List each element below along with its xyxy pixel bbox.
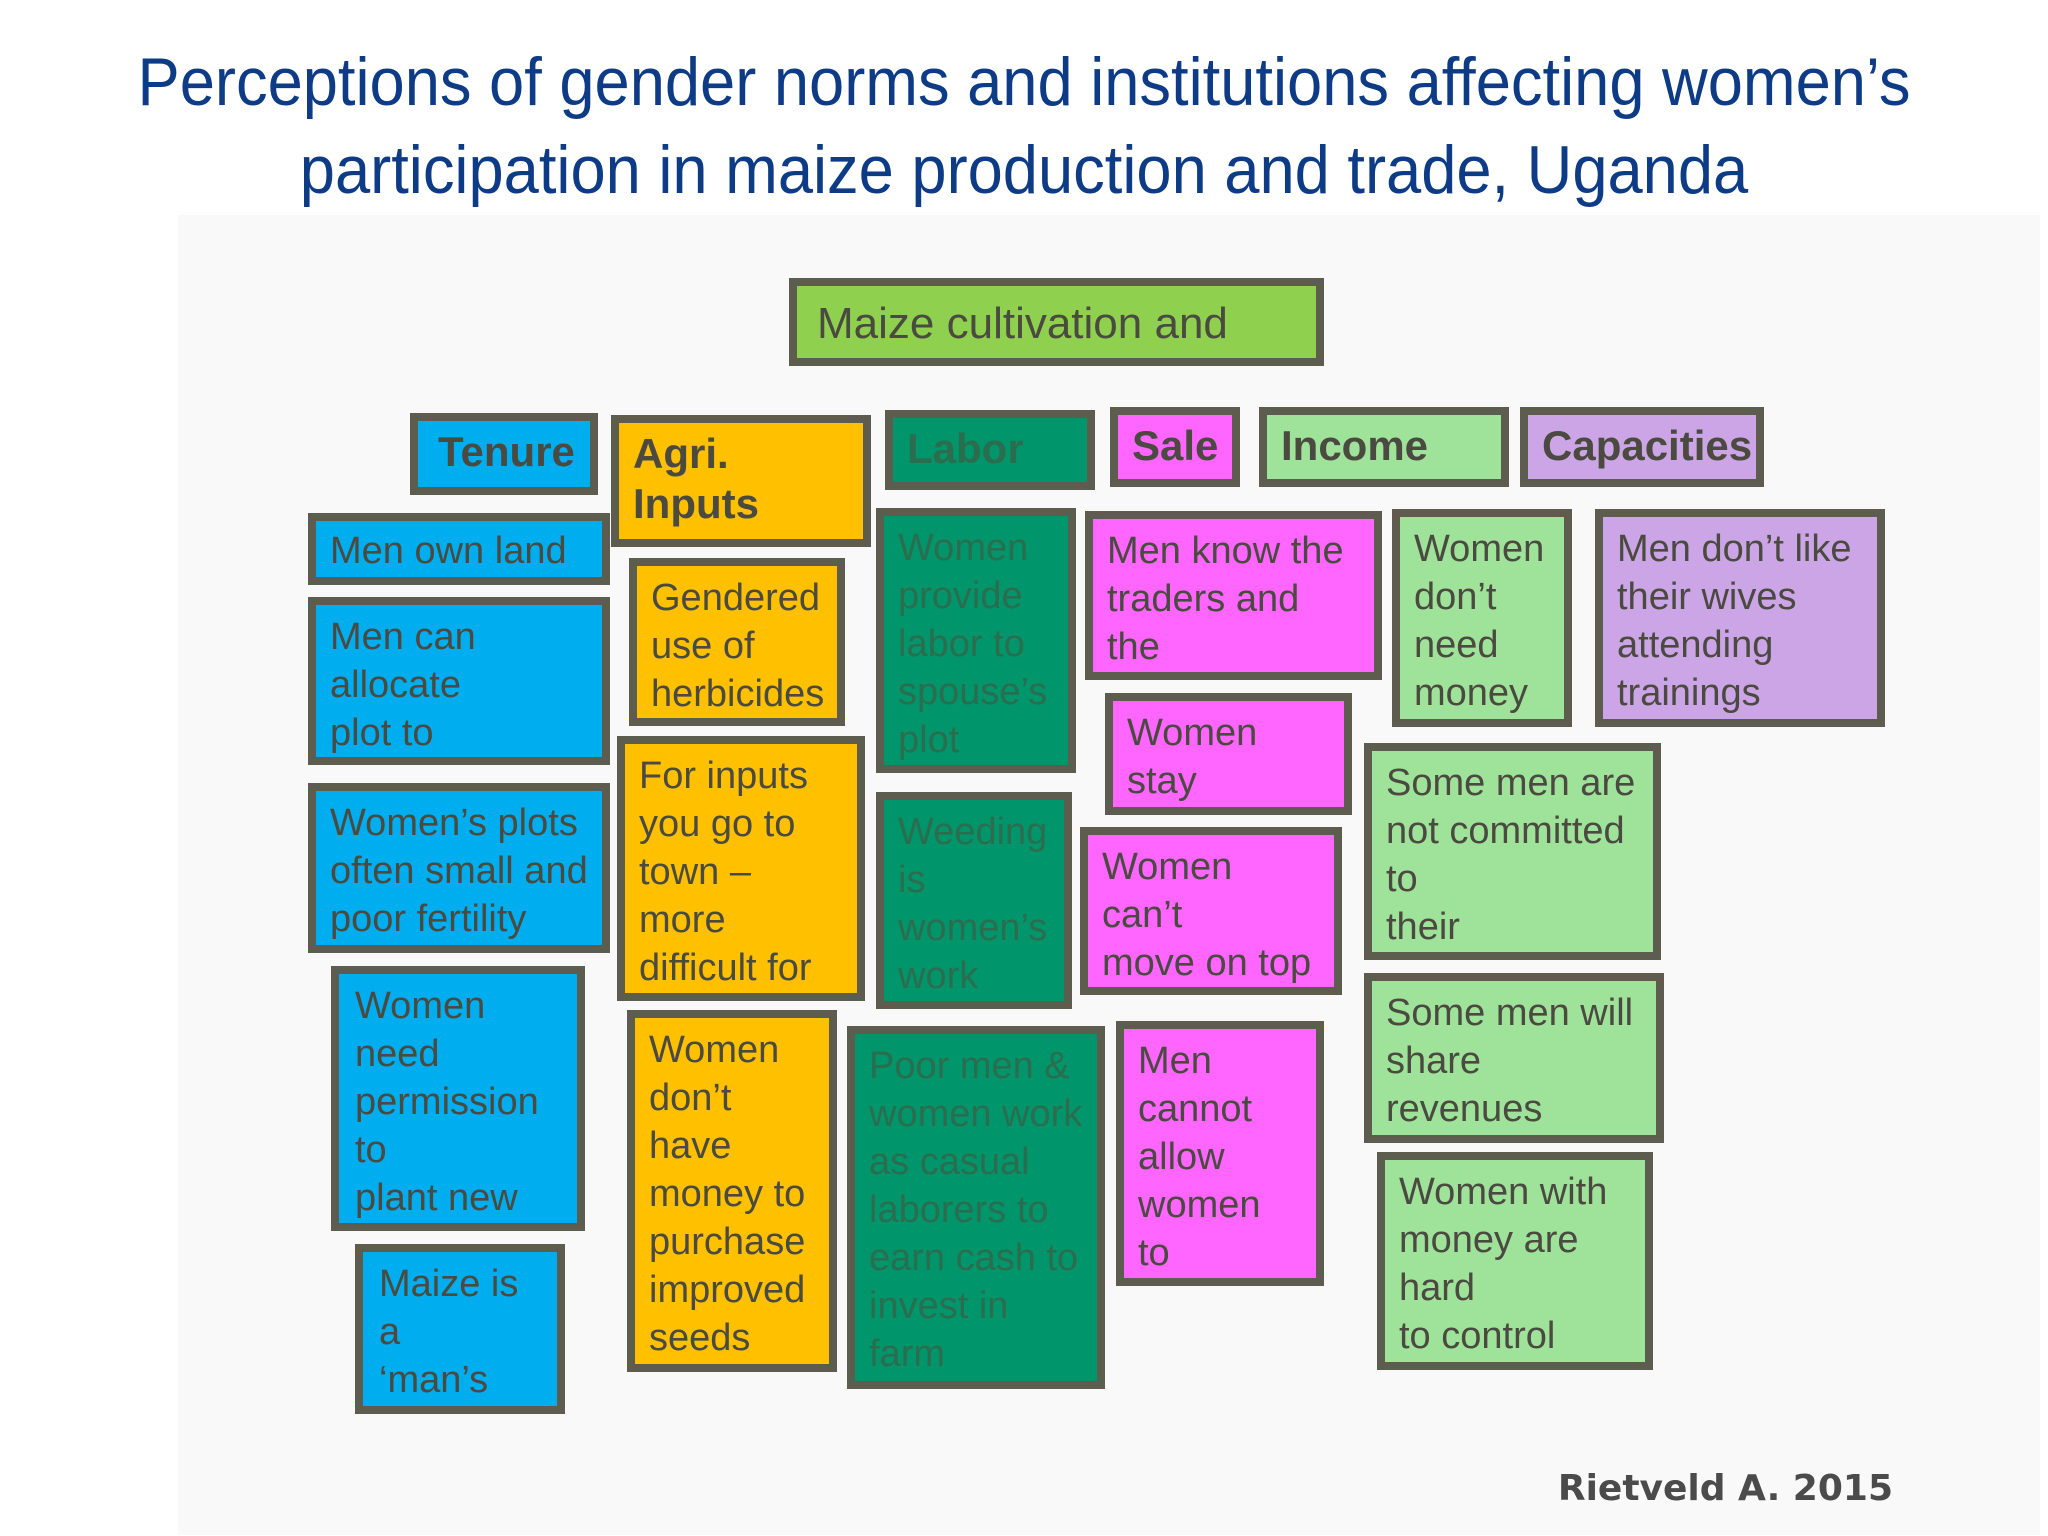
income-item: Women with money are hard to control bbox=[1377, 1152, 1653, 1370]
category-sale-label: Sale bbox=[1132, 422, 1219, 469]
category-sale: Sale bbox=[1110, 407, 1240, 487]
sale-item: Men know the traders and the prices bbox=[1085, 511, 1382, 680]
category-capacities-label: Capacities bbox=[1542, 422, 1753, 469]
inputs-item: For inputs you go to town – more difficu… bbox=[617, 736, 865, 1001]
tenure-item: Women’s plots often small and poor ferti… bbox=[308, 783, 610, 953]
category-labor: Labor bbox=[885, 410, 1095, 490]
source-credit: Rietveld A. 2015 bbox=[1557, 1468, 1893, 1509]
labor-item: Women provide labor to spouse’s plot bbox=[876, 508, 1076, 773]
category-tenure: Tenure bbox=[410, 413, 598, 495]
category-income: Income bbox=[1259, 407, 1509, 487]
category-capacities: Capacities bbox=[1520, 407, 1764, 487]
capacities-item: Men don’t like their wives attending tra… bbox=[1595, 509, 1885, 727]
sale-item: Men cannot allow women to sell bbox=[1116, 1021, 1324, 1286]
title-line-1: Perceptions of gender norms and institut… bbox=[137, 44, 1911, 120]
root-node-label: Maize cultivation and sale bbox=[817, 299, 1228, 358]
category-agri-inputs: Agri. Inputs bbox=[611, 415, 871, 547]
income-item: Women don’t need money bbox=[1392, 509, 1572, 727]
tenure-item: Maize is a ‘man’s crop’ bbox=[355, 1244, 565, 1414]
income-item: Some men are not committed to their resp… bbox=[1364, 743, 1661, 960]
sale-item: Women stay at home bbox=[1105, 693, 1352, 815]
title-line-2: participation in maize production and tr… bbox=[299, 132, 1749, 208]
inputs-item: Gendered use of herbicides bbox=[629, 558, 845, 726]
category-labor-label: Labor bbox=[907, 425, 1024, 472]
category-tenure-label: Tenure bbox=[438, 428, 575, 475]
labor-item: Weeding is women’s work bbox=[876, 792, 1072, 1009]
tenure-item: Women need permission to plant new crop bbox=[331, 966, 585, 1231]
category-agri-inputs-label: Agri. Inputs bbox=[633, 430, 759, 527]
inputs-item: Women don’t have money to purchase impro… bbox=[627, 1010, 837, 1372]
root-node: Maize cultivation and sale bbox=[789, 278, 1324, 366]
tenure-item: Men can allocate plot to spouse(s) bbox=[308, 597, 610, 765]
page-title: Perceptions of gender norms and institut… bbox=[0, 38, 2048, 214]
tenure-item: Men own land bbox=[308, 513, 610, 585]
labor-item: Poor men & women work as casual laborers… bbox=[847, 1026, 1105, 1389]
income-item: Some men will share revenues with wife bbox=[1364, 973, 1664, 1143]
category-income-label: Income bbox=[1281, 422, 1429, 469]
sale-item: Women can’t move on top of a lorry bbox=[1080, 827, 1342, 995]
